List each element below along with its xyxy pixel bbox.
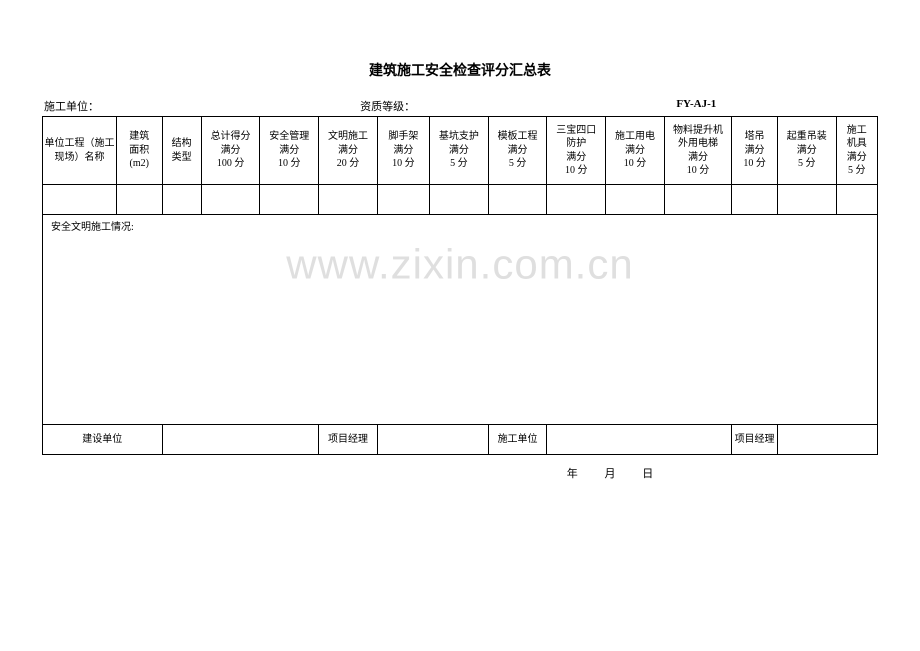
col-formwork: 模板工程满分5 分: [488, 117, 547, 185]
cell: [201, 185, 260, 215]
col-civilized: 文明施工满分20 分: [319, 117, 378, 185]
notes-row: 安全文明施工情况: www.zixin.com.cn: [43, 215, 878, 425]
sign-build-unit-label: 建设单位: [43, 425, 163, 455]
day-label: 日: [642, 465, 653, 481]
col-pit-support: 基坑支护满分5 分: [430, 117, 489, 185]
notes-cell: 安全文明施工情况: www.zixin.com.cn: [43, 215, 878, 425]
qualification-label: 资质等级：: [360, 98, 676, 114]
col-tower-crane: 塔吊满分10 分: [732, 117, 778, 185]
month-label: 月: [605, 465, 616, 481]
table-header-row: 单位工程（施工现场）名称 建筑面积(m2) 结构类型 总计得分满分100 分 安…: [43, 117, 878, 185]
cell: [162, 185, 201, 215]
cell: [777, 185, 836, 215]
score-table: 单位工程（施工现场）名称 建筑面积(m2) 结构类型 总计得分满分100 分 安…: [42, 116, 878, 455]
sign-pm1-value: [377, 425, 488, 455]
cell: [606, 185, 665, 215]
sign-build-unit-value: [162, 425, 319, 455]
col-project-name: 单位工程（施工现场）名称: [43, 117, 117, 185]
col-struct-type: 结构类型: [162, 117, 201, 185]
col-sanbao: 三宝四口防护满分10 分: [547, 117, 606, 185]
data-row: [43, 185, 878, 215]
col-total-score: 总计得分满分100 分: [201, 117, 260, 185]
cell: [43, 185, 117, 215]
cell: [836, 185, 877, 215]
cell: [116, 185, 162, 215]
col-hoist: 物料提升机外用电梯满分10 分: [664, 117, 731, 185]
sign-pm2-value: [777, 425, 877, 455]
col-scaffold: 脚手架满分10 分: [377, 117, 429, 185]
construct-unit-label: 施工单位：: [44, 98, 360, 114]
col-electric: 施工用电满分10 分: [606, 117, 665, 185]
cell: [319, 185, 378, 215]
sign-construct-unit-label: 施工单位: [488, 425, 547, 455]
page-title: 建筑施工安全检查评分汇总表: [42, 60, 878, 80]
sign-pm2-label: 项目经理: [732, 425, 778, 455]
cell: [664, 185, 731, 215]
col-safety-mgmt: 安全管理满分10 分: [260, 117, 319, 185]
cell: [547, 185, 606, 215]
signoff-row: 建设单位 项目经理 施工单位 项目经理: [43, 425, 878, 455]
col-machinery: 施工机具满分5 分: [836, 117, 877, 185]
col-lifting: 起重吊装满分5 分: [777, 117, 836, 185]
year-label: 年: [567, 465, 578, 481]
cell: [377, 185, 429, 215]
date-line: 年 月 日: [42, 465, 878, 481]
sign-construct-unit-value: [547, 425, 732, 455]
cell: [488, 185, 547, 215]
col-area: 建筑面积(m2): [116, 117, 162, 185]
watermark: www.zixin.com.cn: [286, 237, 633, 294]
notes-label: 安全文明施工情况:: [51, 222, 134, 233]
form-number: FY-AJ-1: [676, 98, 876, 114]
cell: [732, 185, 778, 215]
info-row: 施工单位： 资质等级： FY-AJ-1: [42, 98, 878, 114]
cell: [430, 185, 489, 215]
sign-pm1-label: 项目经理: [319, 425, 378, 455]
cell: [260, 185, 319, 215]
